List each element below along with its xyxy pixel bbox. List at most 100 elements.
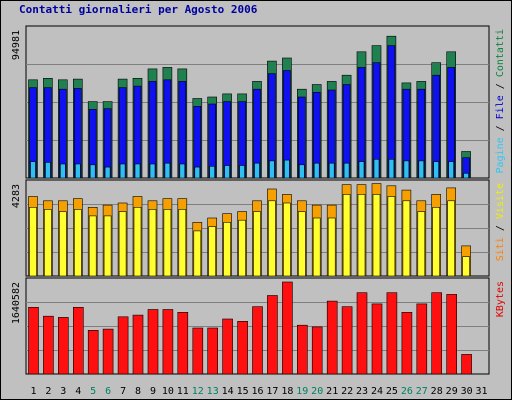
bar-siti-day-1 — [29, 207, 37, 277]
bar-siti-day-4 — [74, 209, 82, 277]
bar-kbytes-day-7 — [117, 316, 129, 375]
bar-pagine-day-29 — [448, 161, 455, 179]
bar-kbytes-day-25 — [386, 292, 398, 375]
x-tick-day-26: 26 — [401, 386, 413, 397]
bar-file-day-11 — [178, 81, 187, 179]
legend-entry: / — [495, 77, 506, 95]
bar-siti-day-28 — [432, 207, 441, 277]
x-tick-day-4: 4 — [75, 386, 81, 397]
bar-siti-day-17 — [268, 200, 276, 277]
bar-pagine-day-17 — [269, 160, 275, 179]
bar-kbytes-day-11 — [177, 311, 189, 375]
bar-siti-day-15 — [238, 219, 246, 277]
bar-kbytes-day-26 — [401, 311, 413, 375]
bar-pagine-day-10 — [164, 162, 171, 179]
bar-kbytes-day-15 — [237, 320, 248, 375]
bar-kbytes-day-2 — [43, 315, 54, 375]
bar-pagine-day-28 — [433, 161, 440, 179]
x-tick-day-12: 12 — [192, 386, 204, 397]
x-tick-day-13: 13 — [207, 386, 219, 397]
x-tick-day-25: 25 — [386, 386, 398, 397]
x-tick-day-17: 17 — [266, 386, 278, 397]
x-tick-day-14: 14 — [222, 386, 234, 397]
bar-pagine-day-12 — [194, 166, 201, 179]
x-tick-day-3: 3 — [60, 386, 66, 397]
bar-pagine-day-22 — [343, 162, 350, 179]
bar-pagine-day-14 — [224, 165, 230, 179]
legend-entry: KBytes — [495, 281, 506, 317]
panel-visits-max-label: 4283 — [11, 184, 22, 208]
bar-pagine-day-8 — [134, 163, 141, 179]
bar-pagine-day-23 — [358, 161, 365, 179]
bar-pagine-day-11 — [179, 163, 186, 179]
x-tick-day-23: 23 — [356, 386, 368, 397]
x-tick-day-31: 31 — [475, 386, 487, 397]
x-tick-day-5: 5 — [90, 386, 96, 397]
bar-pagine-day-15 — [239, 165, 245, 179]
legend-entry: / — [495, 219, 506, 237]
bar-kbytes-day-10 — [162, 309, 174, 375]
bar-pagine-day-26 — [403, 160, 410, 179]
x-tick-day-1: 1 — [30, 386, 36, 397]
x-tick-day-10: 10 — [162, 386, 174, 397]
x-tick-day-16: 16 — [251, 386, 263, 397]
x-tick-day-11: 11 — [177, 386, 189, 397]
bar-kbytes-day-20 — [311, 326, 323, 375]
bar-kbytes-day-19 — [296, 324, 308, 375]
bar-kbytes-day-4 — [73, 306, 84, 375]
bar-kbytes-day-30 — [461, 354, 472, 375]
x-tick-day-21: 21 — [326, 386, 338, 397]
bar-pagine-day-5 — [89, 164, 96, 179]
bar-pagine-day-3 — [59, 163, 66, 179]
bar-kbytes-day-8 — [132, 314, 144, 375]
bar-pagine-day-21 — [328, 162, 335, 179]
bar-kbytes-day-9 — [147, 309, 159, 375]
x-tick-day-18: 18 — [281, 386, 293, 397]
bar-siti-day-10 — [163, 209, 172, 277]
bar-siti-day-11 — [178, 209, 187, 277]
bar-pagine-day-25 — [388, 159, 395, 179]
bar-kbytes-day-24 — [371, 303, 383, 375]
x-tick-day-29: 29 — [446, 386, 458, 397]
bar-siti-day-24 — [372, 194, 381, 277]
bar-kbytes-day-14 — [222, 318, 233, 375]
bar-siti-day-16 — [253, 211, 261, 277]
bar-siti-day-13 — [208, 226, 216, 277]
bar-siti-day-19 — [297, 211, 306, 277]
bar-file-day-9 — [148, 81, 157, 179]
bar-kbytes-day-23 — [356, 292, 368, 375]
bar-kbytes-day-28 — [431, 292, 443, 375]
legend-entry: Siti — [495, 237, 506, 261]
x-tick-day-9: 9 — [150, 386, 156, 397]
bar-kbytes-day-16 — [252, 306, 263, 375]
bar-kbytes-day-12 — [192, 327, 204, 375]
bar-kbytes-day-22 — [341, 306, 353, 375]
bar-kbytes-day-5 — [87, 329, 99, 375]
bar-pagine-day-16 — [254, 162, 260, 179]
legend-entry: Visite — [495, 183, 506, 219]
bar-siti-day-2 — [44, 209, 52, 277]
bar-pagine-day-27 — [418, 160, 425, 179]
bar-pagine-day-6 — [104, 166, 111, 179]
x-tick-day-27: 27 — [416, 386, 428, 397]
bar-pagine-day-24 — [373, 159, 380, 179]
bar-siti-day-20 — [312, 217, 321, 277]
bar-siti-day-26 — [402, 200, 411, 277]
bar-pagine-day-2 — [45, 162, 51, 179]
chart-title: Contatti giornalieri per Agosto 2006 — [19, 3, 258, 16]
bar-pagine-day-19 — [298, 164, 305, 179]
x-tick-day-22: 22 — [341, 386, 353, 397]
bar-pagine-day-13 — [209, 166, 215, 179]
bar-file-day-25 — [387, 45, 396, 179]
bar-siti-day-29 — [447, 200, 456, 277]
bar-siti-day-9 — [148, 209, 157, 277]
panel-kbytes-max-label: 1640582 — [11, 282, 22, 324]
bar-siti-day-18 — [283, 202, 291, 277]
bar-pagine-day-9 — [149, 163, 156, 179]
bar-pagine-day-1 — [30, 161, 36, 179]
panel-hits-max-label: 94981 — [11, 30, 22, 60]
bar-siti-day-30 — [462, 256, 470, 277]
x-tick-day-30: 30 — [461, 386, 473, 397]
bar-siti-day-8 — [133, 207, 142, 277]
x-tick-day-28: 28 — [431, 386, 443, 397]
